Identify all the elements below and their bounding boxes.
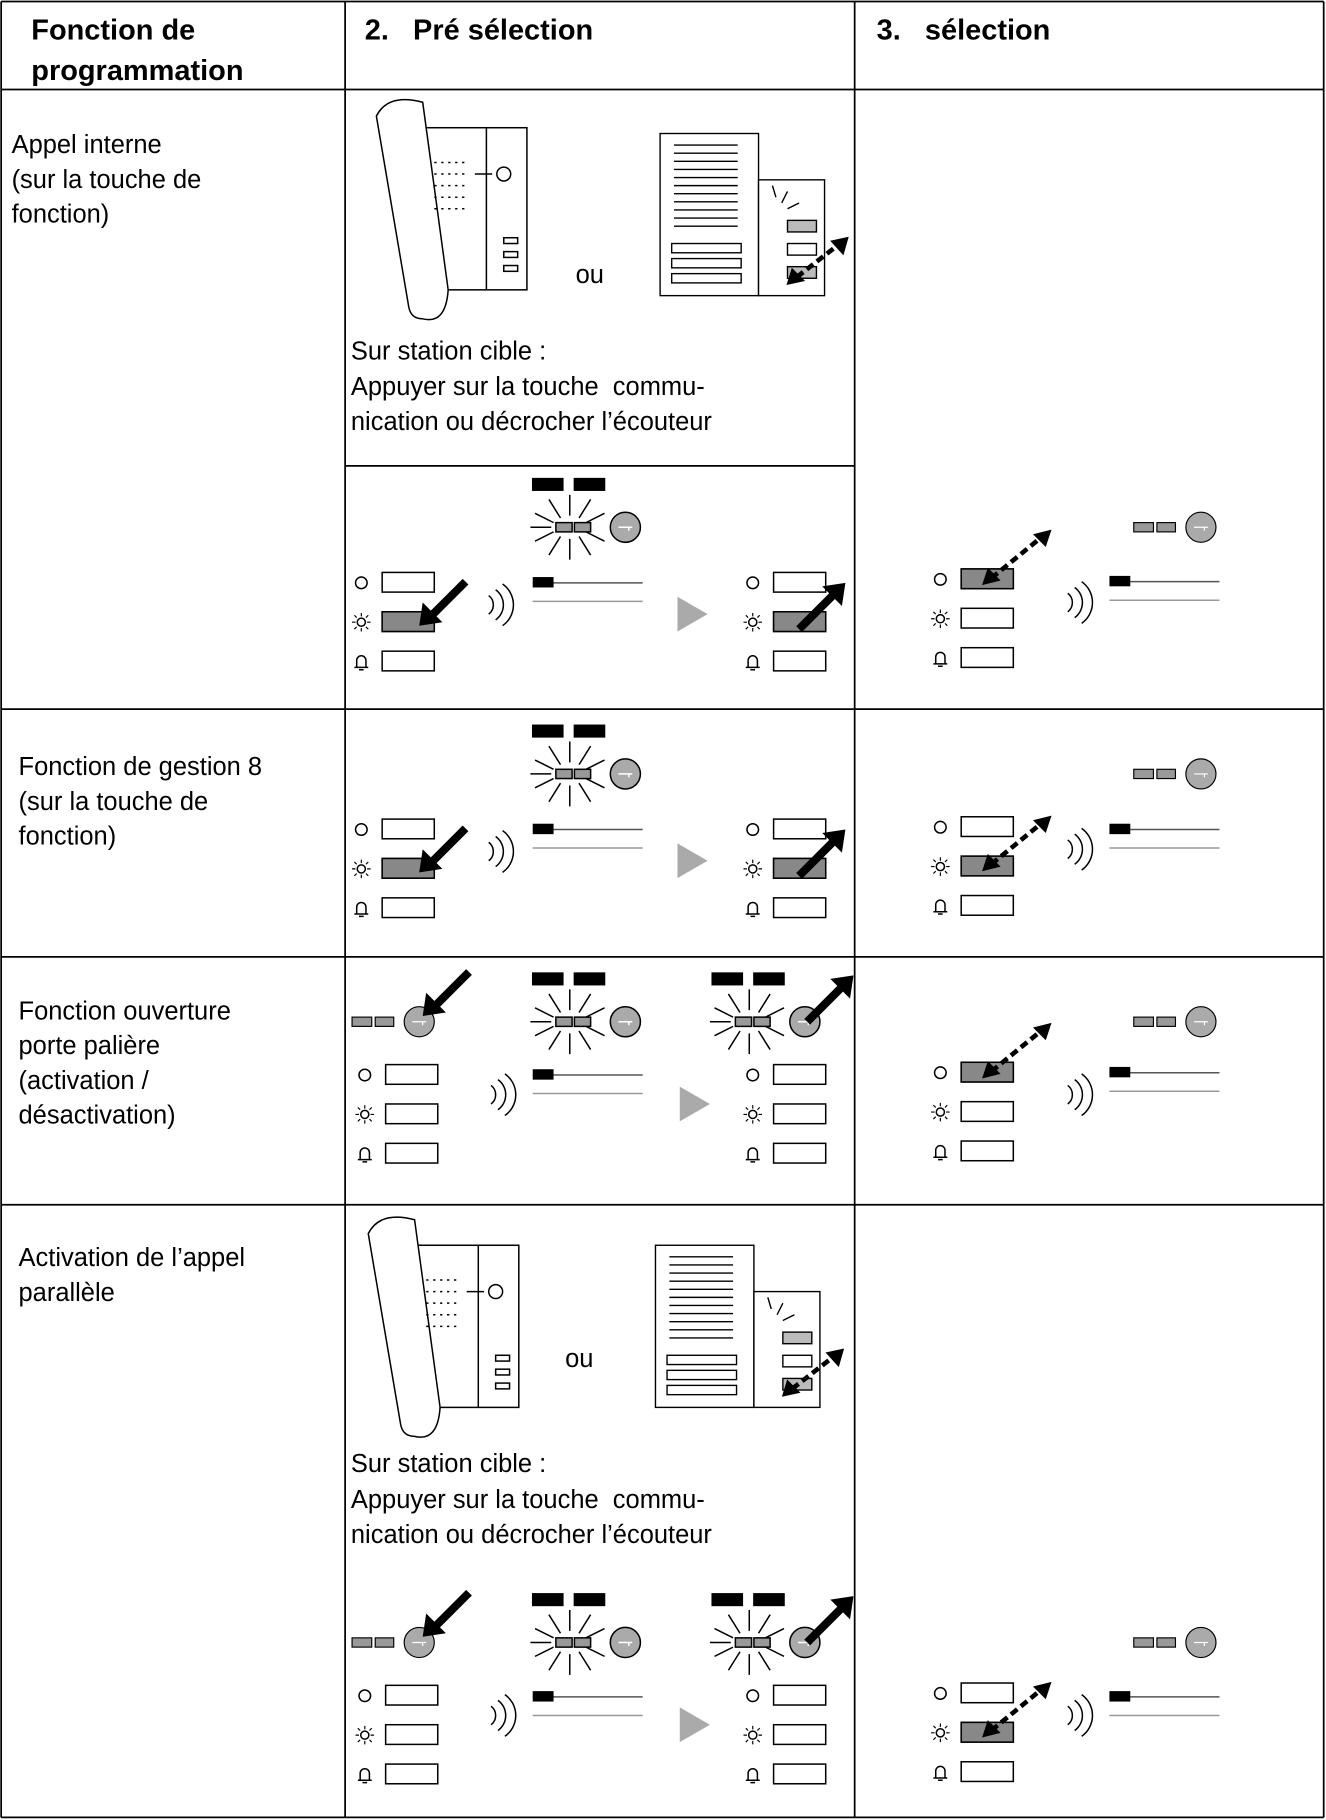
status-leds <box>1133 758 1217 790</box>
blink-indicator <box>529 724 642 808</box>
button-panel <box>742 1063 827 1164</box>
handset-icon <box>375 98 528 321</box>
instruction: nication ou décrocher l’écouteur <box>351 408 713 436</box>
row-label: (sur la touche de <box>12 166 202 194</box>
row-label: fonction) <box>12 201 110 229</box>
slider <box>531 822 644 849</box>
blink-indicator <box>709 972 821 1055</box>
press-arrow <box>423 1593 469 1637</box>
row-label: désactivation) <box>19 1102 176 1130</box>
row-label: Fonction de gestion 8 <box>19 753 263 781</box>
row-label: porte palière <box>19 1032 161 1060</box>
row-label: fonction) <box>19 823 117 851</box>
station-icon <box>655 1245 843 1407</box>
button-panel <box>742 1684 827 1785</box>
blink-indicator <box>529 972 642 1055</box>
press-release-arrow <box>982 530 1051 586</box>
step-arrow <box>677 843 708 879</box>
row-label: parallèle <box>19 1279 115 1307</box>
slider <box>1108 575 1221 601</box>
row-label: (sur la touche de <box>19 788 209 816</box>
row-label: (activation / <box>19 1067 150 1095</box>
button-panel <box>354 1684 439 1785</box>
press-arrow <box>423 972 469 1016</box>
or-text: ou <box>565 1345 593 1373</box>
station-icon <box>660 134 848 296</box>
step-arrow <box>679 1086 710 1122</box>
or-text: ou <box>576 261 604 289</box>
slider <box>531 576 644 603</box>
signal-waves <box>1066 827 1094 871</box>
row-label: Fonction ouverture <box>19 997 231 1025</box>
instruction: nication ou décrocher l’écouteur <box>351 1521 713 1549</box>
slider <box>1108 1690 1221 1717</box>
status-leds <box>351 1626 435 1659</box>
blink-indicator <box>709 1593 821 1676</box>
header-text: 2. Pré sélection <box>365 15 593 47</box>
press-arrow <box>419 828 465 872</box>
slider <box>1108 1066 1221 1092</box>
press-release-arrow <box>982 1682 1051 1738</box>
instruction: Appuyer sur la touche commu- <box>351 1486 705 1514</box>
signal-waves <box>487 583 515 627</box>
instruction: Appuyer sur la touche commu- <box>351 373 705 401</box>
row-label: Appel interne <box>12 131 162 159</box>
step-arrow <box>679 1707 710 1743</box>
signal-waves <box>490 1693 517 1738</box>
status-leds <box>1133 511 1217 543</box>
row-labels: Appel interne (sur la touche de fonction… <box>12 131 262 1307</box>
release-arrow <box>807 975 853 1021</box>
header-text: Fonction de <box>31 15 195 47</box>
header: Fonction de programmation 2. Pré sélecti… <box>31 15 1050 88</box>
signal-waves <box>487 829 515 874</box>
slider <box>531 1690 644 1717</box>
signal-waves <box>1066 1073 1094 1117</box>
blink-indicator <box>529 1593 642 1676</box>
press-release-arrow <box>982 816 1051 872</box>
signal-waves <box>1066 1693 1094 1738</box>
instructions: ou Sur station cible : Appuyer sur la to… <box>351 261 713 1549</box>
press-release-arrow <box>982 1023 1051 1079</box>
button-panel <box>354 1063 439 1164</box>
row-label: Activation de l’appel <box>19 1244 246 1272</box>
handset-icon <box>367 1216 520 1438</box>
release-arrow <box>807 1596 853 1642</box>
press-arrow <box>419 582 465 626</box>
step-arrow <box>677 596 708 632</box>
header-text: 3. sélection <box>877 15 1051 47</box>
header-text: programmation <box>31 55 243 87</box>
status-leds <box>351 1006 435 1038</box>
status-leds <box>1133 1006 1217 1038</box>
signal-waves <box>1066 580 1094 625</box>
slider <box>531 1068 644 1095</box>
signal-waves <box>490 1073 517 1117</box>
blink-indicator <box>529 477 642 561</box>
status-leds <box>1133 1626 1217 1659</box>
slider <box>1108 822 1221 849</box>
instruction: Sur station cible : <box>351 337 546 365</box>
instruction: Sur station cible : <box>351 1450 546 1478</box>
